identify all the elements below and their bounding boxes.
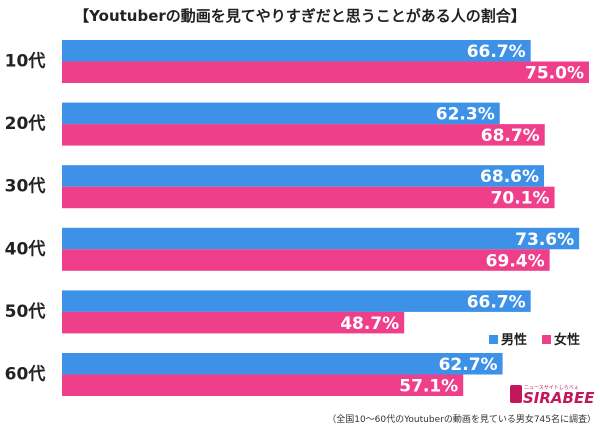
- bar-male: [62, 227, 580, 250]
- bar-male: [62, 102, 500, 125]
- data-label-female: 75.0%: [525, 64, 584, 84]
- category-label: 50代: [5, 301, 46, 322]
- bar-female: [62, 249, 550, 271]
- bars-group: 10代 66.7%75.0%20代 62.3%68.7%30代 68.6%70.1%4…: [5, 40, 589, 397]
- chart-title: 【Youtuberの動画を見てやりすぎだと思うことがある人の割合】: [74, 7, 526, 25]
- category-label: 40代: [5, 238, 46, 259]
- data-label-male: 66.7%: [467, 42, 526, 62]
- data-label-female: 57.1%: [399, 377, 458, 397]
- category-label: 10代: [5, 51, 46, 72]
- category-label: 20代: [5, 113, 46, 134]
- bar-male: [62, 165, 545, 187]
- data-label-male: 73.6%: [515, 230, 574, 250]
- category-label: 30代: [5, 176, 46, 197]
- data-label-female: 48.7%: [340, 314, 399, 334]
- legend-label-male: 男性: [501, 332, 527, 348]
- legend-label-female: 女性: [554, 332, 580, 348]
- bar-female: [62, 186, 555, 209]
- data-label-male: 66.7%: [467, 292, 526, 312]
- legend-swatch-female: [542, 335, 551, 344]
- bar-male: [62, 290, 531, 312]
- data-label-male: 68.6%: [480, 167, 539, 187]
- bar-male: [62, 40, 531, 62]
- data-label-female: 70.1%: [491, 189, 550, 209]
- data-label-female: 69.4%: [486, 251, 545, 271]
- data-label-male: 62.3%: [436, 105, 495, 125]
- bar-female: [62, 374, 464, 396]
- logo-badge: [510, 385, 522, 403]
- data-label-female: 68.7%: [481, 126, 540, 146]
- data-label-male: 62.7%: [439, 355, 498, 375]
- bar-male: [62, 353, 503, 375]
- legend-swatch-male: [489, 335, 498, 344]
- sirabee-logo: SIRABEE ニュースサイトしらべぇ: [510, 385, 595, 407]
- bar-female: [62, 61, 589, 83]
- bar-female: [62, 311, 405, 334]
- logo-text: SIRABEE: [523, 389, 595, 407]
- category-label: 60代: [5, 364, 46, 385]
- logo-tagline: ニュースサイトしらべぇ: [524, 385, 579, 391]
- footnote: （全国10～60代のYoutuberの動画を見ている男女745名に調査）: [327, 413, 596, 425]
- legend: 男性 女性: [489, 332, 580, 348]
- bar-female: [62, 124, 545, 146]
